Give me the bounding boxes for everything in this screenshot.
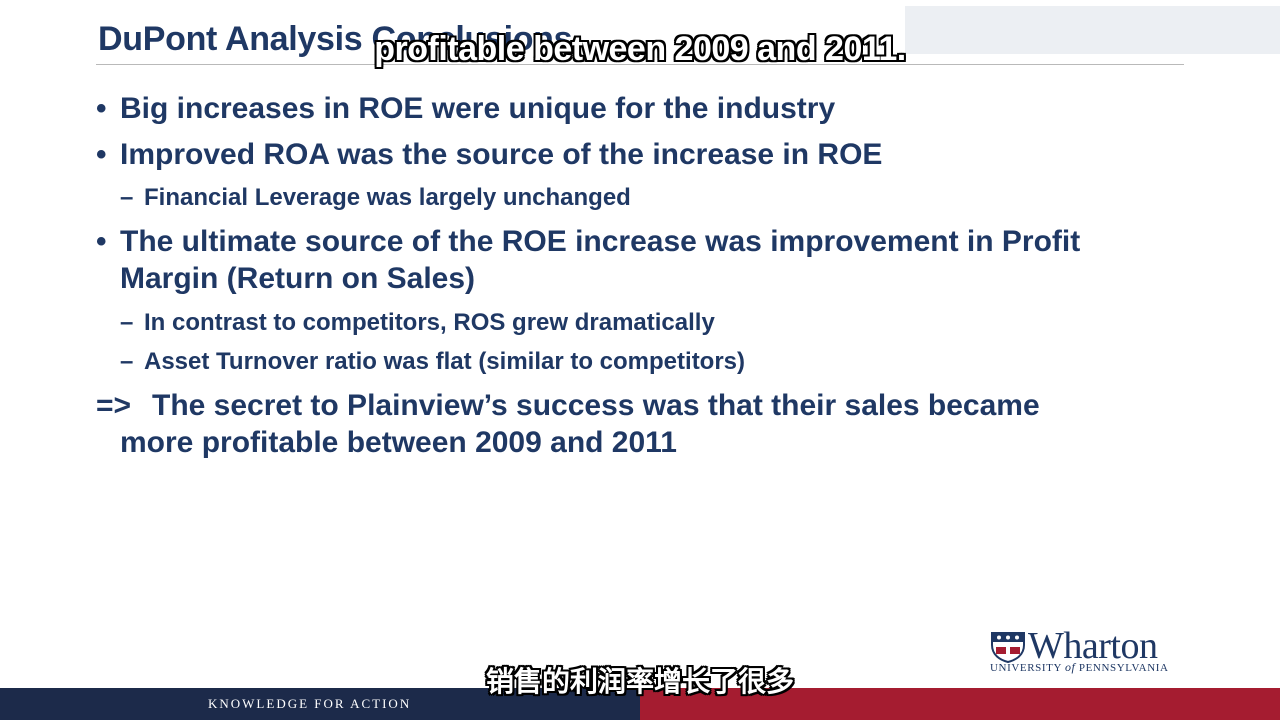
bullet-marker: • (96, 225, 107, 258)
footer-tagline: KNOWLEDGE FOR ACTION (208, 696, 412, 711)
wharton-logo-text: Wharton (1028, 625, 1158, 667)
overlay-box (905, 6, 1280, 54)
footer-bar-navy (0, 688, 640, 720)
bullet-text: The ultimate source of the ROE increase … (120, 225, 1081, 258)
sub-bullet-text: Asset Turnover ratio was flat (similar t… (144, 348, 746, 375)
footer-bar-red (640, 688, 1280, 720)
university-of-pennsylvania-text: UNIVERSITY of PENNSYLVANIA (990, 660, 1169, 674)
arrow-marker: => (96, 389, 132, 422)
bullet-marker: • (96, 138, 107, 171)
title-divider (96, 64, 1184, 65)
slide-title: DuPont Analysis Conclusions (98, 20, 573, 58)
conclusion-text: The secret to Plainview’s success was th… (152, 389, 1040, 422)
sub-bullet-marker: – (120, 309, 134, 336)
sub-bullet-marker: – (120, 348, 134, 375)
sub-bullet-text: Financial Leverage was largely unchanged (144, 184, 631, 211)
subtitle-caption-english: profitable between 2009 and 2011. (374, 30, 906, 68)
sub-bullet-text: In contrast to competitors, ROS grew dra… (144, 309, 715, 336)
bullet-text: Big increases in ROE were unique for the… (120, 92, 836, 125)
bullet-marker: • (96, 92, 107, 125)
bullet-text: Improved ROA was the source of the incre… (120, 138, 883, 171)
bullet-continuation: Margin (Return on Sales) (120, 262, 476, 295)
penn-shield-icon (991, 632, 1025, 663)
subtitle-caption-chinese: 销售的利润率增长了很多 (485, 666, 794, 697)
sub-bullet-marker: – (120, 184, 134, 211)
conclusion-continuation: more profitable between 2009 and 2011 (120, 426, 677, 459)
